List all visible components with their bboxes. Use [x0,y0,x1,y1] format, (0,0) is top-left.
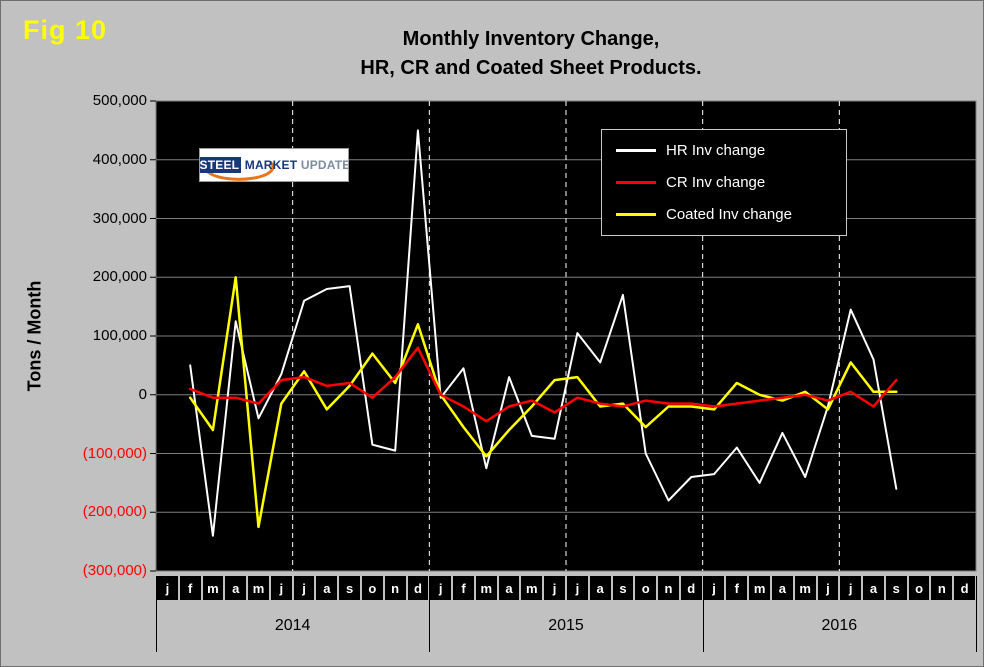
month-label: j [544,576,565,600]
month-label: f [453,576,474,600]
steel-market-update-logo: STEEL MARKET UPDATE [199,148,349,182]
month-label: j [157,576,178,600]
month-label: n [658,576,679,600]
month-label: a [316,576,338,600]
series-line-cr [188,346,898,423]
year-separator [976,576,977,652]
month-label: m [521,576,543,600]
chart-title-line1: Monthly Inventory Change, [402,28,660,50]
month-label: j [293,576,315,600]
logo-text: STEEL MARKET UPDATE [199,157,349,173]
month-label: o [908,576,930,600]
month-label: j [817,576,839,600]
y-tick-label: 100,000 [92,327,147,344]
month-label: j [840,576,862,600]
legend-item-cr: CR Inv change [602,174,846,191]
month-label: f [726,576,748,600]
y-tick-label: 0 [138,385,147,403]
month-label: a [589,576,611,600]
figure-label: Fig 10 [23,15,108,45]
logo-text-update: UPDATE [300,158,349,172]
month-label: s [885,576,907,600]
coated-line-swatch [616,213,656,217]
month-label: m [749,576,770,600]
legend-label-coated: Coated Inv change [666,206,792,224]
logo-swoosh-icon [207,160,275,181]
legend: HR Inv change CR Inv change Coated Inv c… [601,129,847,236]
year-label: 2014 [274,617,311,634]
month-label: m [202,576,224,600]
y-tick-label: 300,000 [92,209,147,227]
y-tick-label: (100,000) [82,444,147,462]
month-label: j [270,576,292,600]
month-label: j [430,576,452,600]
month-label: n [384,576,406,600]
month-label: o [635,576,657,600]
month-label: s [612,576,634,600]
month-label: j [567,576,588,600]
month-label: d [407,576,429,600]
month-label: a [863,576,884,600]
year-separator [429,576,431,652]
month-label: f [179,576,201,600]
month-label: a [772,576,793,600]
month-label: j [703,576,725,600]
month-label: n [931,576,953,600]
month-label: o [362,576,383,600]
logo-text-market: MARKET [244,158,298,172]
month-label: d [680,576,702,600]
year-separator [156,576,157,652]
y-tick-label: (300,000) [82,562,147,579]
y-tick-label: (200,000) [82,503,147,521]
month-label: s [339,576,360,600]
logo-text-steel: STEEL [199,157,242,173]
year-label: 2016 [821,617,858,634]
chart-title: Monthly Inventory Change, HR, CR and Coa… [71,25,983,83]
month-label: a [498,576,520,600]
hr-line-swatch [616,148,656,152]
y-tick-label: 200,000 [92,268,147,286]
month-label: d [954,576,975,600]
month-label: a [225,576,247,600]
legend-label-cr: CR Inv change [666,173,766,191]
year-separator [702,576,704,652]
year-label: 2015 [548,617,584,634]
series-line-hr [189,129,898,537]
y-tick-label: 400,000 [92,150,147,168]
month-label: m [475,576,497,600]
month-label: m [248,576,269,600]
legend-item-coated: Coated Inv change [602,206,846,223]
legend-label-hr: HR Inv change [666,141,766,159]
chart-title-line2: HR, CR and Coated Sheet Products. [360,57,702,79]
month-label: m [794,576,816,600]
cr-line-swatch [616,180,656,184]
y-tick-label: 500,000 [92,92,147,109]
legend-item-hr: HR Inv change [602,142,846,159]
